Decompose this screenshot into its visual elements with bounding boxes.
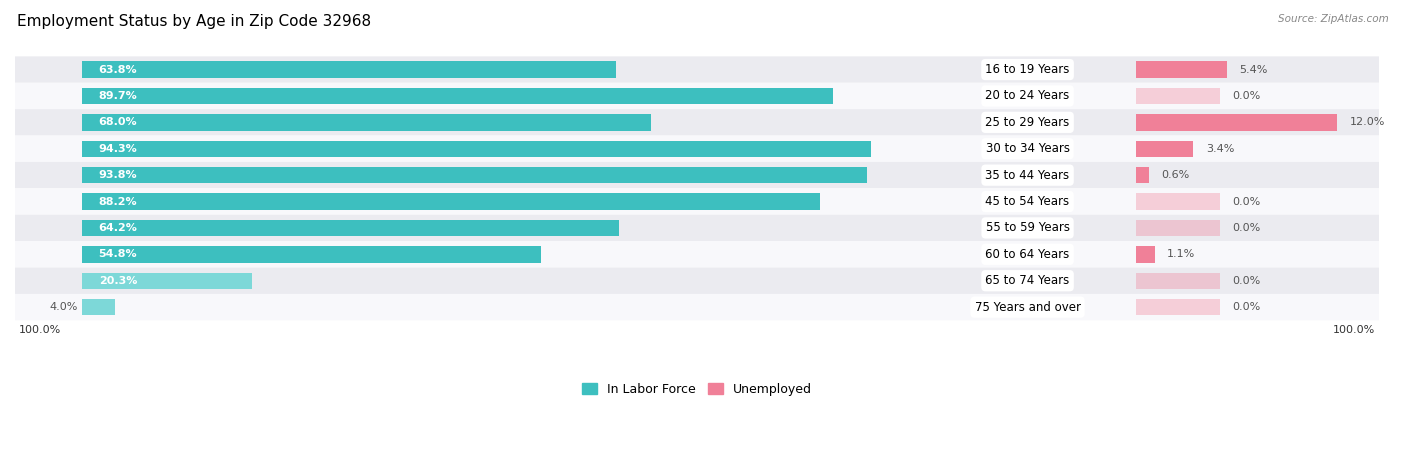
Bar [1136,88,1220,104]
Text: 25 to 29 Years: 25 to 29 Years [986,116,1070,129]
Text: 20.3%: 20.3% [98,276,136,286]
Text: 3.4%: 3.4% [1206,144,1234,154]
Bar [1136,167,1149,183]
Bar [82,299,115,315]
FancyBboxPatch shape [15,189,1379,215]
FancyBboxPatch shape [15,162,1379,189]
Bar [1136,114,1337,130]
Bar [82,272,252,289]
FancyBboxPatch shape [15,136,1379,162]
Text: 0.6%: 0.6% [1161,170,1189,180]
FancyBboxPatch shape [15,56,1379,83]
Bar [82,167,868,183]
Text: 16 to 19 Years: 16 to 19 Years [986,63,1070,76]
Text: 0.0%: 0.0% [1233,197,1261,207]
FancyBboxPatch shape [15,83,1379,109]
FancyBboxPatch shape [15,294,1379,320]
Bar [82,88,832,104]
Text: 63.8%: 63.8% [98,64,138,74]
Bar [1136,220,1220,236]
Bar [1136,246,1154,262]
Bar [82,114,651,130]
Bar [1136,272,1220,289]
Text: 55 to 59 Years: 55 to 59 Years [986,221,1070,235]
Text: 1.1%: 1.1% [1167,249,1195,259]
Text: 20 to 24 Years: 20 to 24 Years [986,89,1070,102]
Text: 0.0%: 0.0% [1233,223,1261,233]
Text: 35 to 44 Years: 35 to 44 Years [986,169,1070,182]
Text: 88.2%: 88.2% [98,197,138,207]
Text: 94.3%: 94.3% [98,144,138,154]
Text: 0.0%: 0.0% [1233,302,1261,312]
Text: 100.0%: 100.0% [1333,325,1375,335]
Legend: In Labor Force, Unemployed: In Labor Force, Unemployed [582,383,813,396]
Text: 5.4%: 5.4% [1239,64,1268,74]
Bar [1136,61,1226,78]
Text: 0.0%: 0.0% [1233,276,1261,286]
Text: 45 to 54 Years: 45 to 54 Years [986,195,1070,208]
Bar [82,246,540,262]
Bar [1136,141,1194,157]
Bar [1136,193,1220,210]
Text: 60 to 64 Years: 60 to 64 Years [986,248,1070,261]
Text: 4.0%: 4.0% [49,302,77,312]
Text: 68.0%: 68.0% [98,117,138,127]
FancyBboxPatch shape [15,215,1379,241]
Text: 54.8%: 54.8% [98,249,138,259]
Bar [82,193,820,210]
FancyBboxPatch shape [15,267,1379,294]
FancyBboxPatch shape [15,109,1379,136]
Text: 0.0%: 0.0% [1233,91,1261,101]
Text: 64.2%: 64.2% [98,223,138,233]
Bar [82,61,616,78]
Text: Source: ZipAtlas.com: Source: ZipAtlas.com [1278,14,1389,23]
Text: 65 to 74 Years: 65 to 74 Years [986,274,1070,287]
FancyBboxPatch shape [15,241,1379,267]
Text: 30 to 34 Years: 30 to 34 Years [986,142,1070,155]
Bar [1136,299,1220,315]
Text: 75 Years and over: 75 Years and over [974,301,1081,313]
Bar [82,141,872,157]
Text: 100.0%: 100.0% [20,325,62,335]
Text: Employment Status by Age in Zip Code 32968: Employment Status by Age in Zip Code 329… [17,14,371,28]
Text: 89.7%: 89.7% [98,91,138,101]
Text: 12.0%: 12.0% [1350,117,1385,127]
Text: 93.8%: 93.8% [98,170,138,180]
Bar [82,220,619,236]
